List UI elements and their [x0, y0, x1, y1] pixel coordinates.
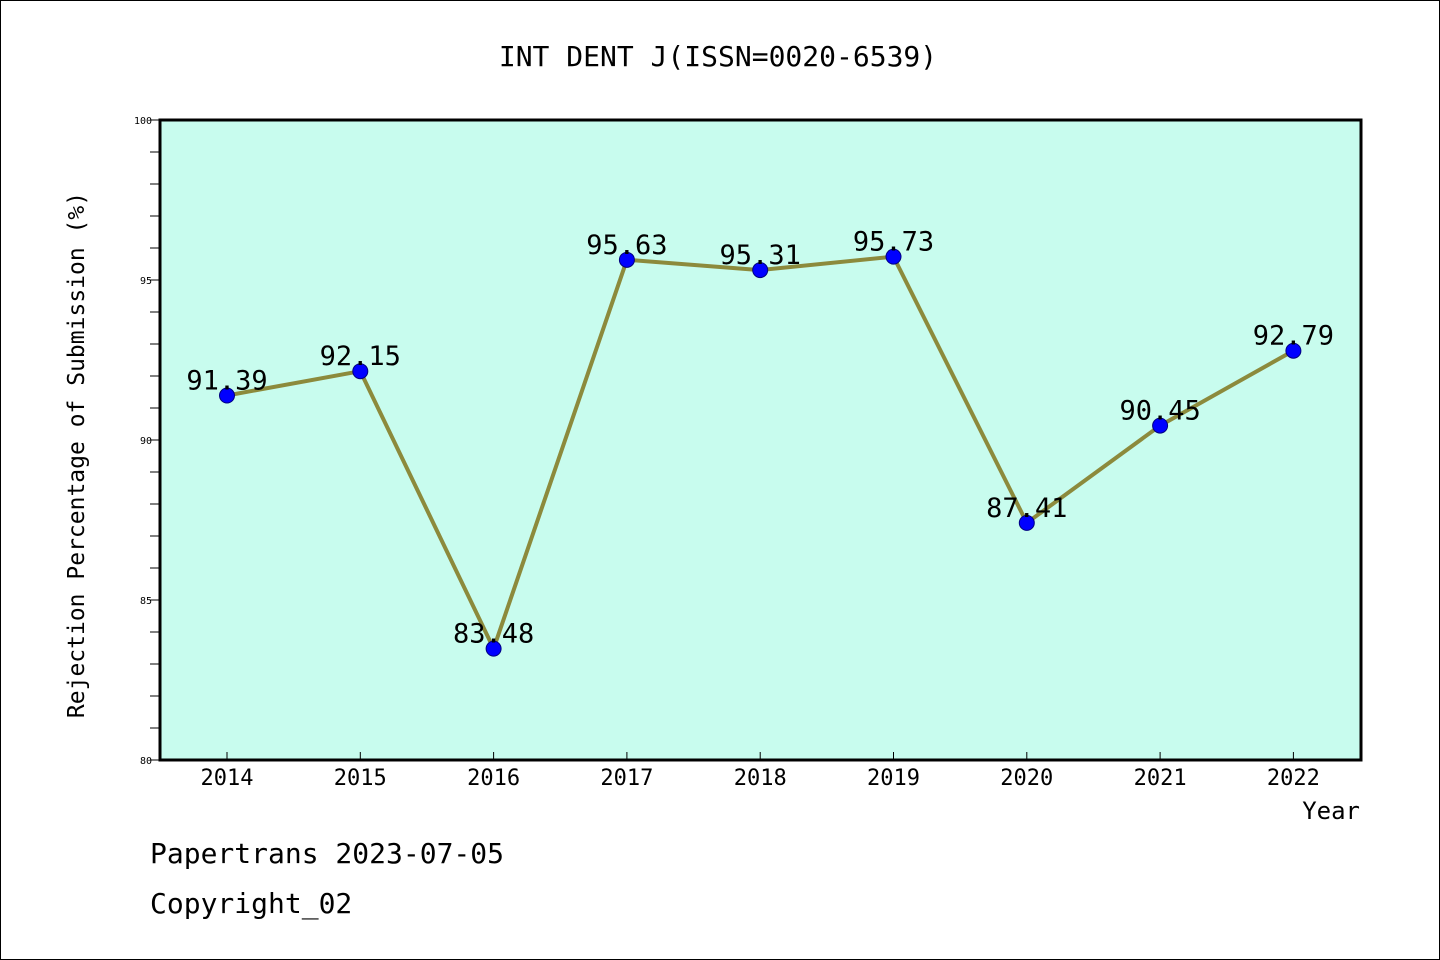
data-label: 83.48	[453, 619, 534, 650]
data-label: 90.45	[1119, 396, 1200, 427]
x-axis-ticks: 2014 2015 2016 2017 2018 2019 2020 2021 2022	[201, 752, 1320, 791]
data-point	[352, 363, 369, 380]
data-label: 95.73	[853, 227, 934, 258]
data-point	[1152, 417, 1169, 434]
y-axis-label: Rejection Percentage of Submission (%)	[64, 192, 90, 718]
plot-area	[158, 118, 1363, 762]
data-label: 87.41	[986, 493, 1067, 524]
footer-date-text: Papertrans 2023-07-05	[150, 837, 504, 870]
data-label: 92.79	[1253, 321, 1334, 352]
data-point	[752, 262, 769, 279]
chart-title: INT DENT J(ISSN=0020-6539)	[499, 40, 937, 73]
data-point	[219, 387, 235, 404]
data-markers	[219, 248, 1302, 657]
y-tick-label: 90	[140, 436, 152, 447]
footer-copyright-text: Copyright_02	[150, 887, 352, 921]
y-tick-label: 80	[140, 756, 152, 767]
data-point	[485, 640, 502, 657]
x-tick-label: 2019	[867, 766, 920, 791]
x-tick-label: 2021	[1134, 766, 1187, 791]
data-label: 95.63	[586, 230, 667, 261]
y-tick-label: 100	[134, 116, 152, 127]
data-point	[1285, 342, 1302, 359]
y-axis-ticks: 80 85 90 95 100	[134, 116, 160, 767]
x-tick-label: 2020	[1000, 766, 1053, 791]
data-labels: 91.39 92.15 83.48 95.63 95.31 95.73 87.41 90.45…	[186, 227, 1334, 650]
data-point	[1018, 514, 1035, 531]
x-tick-label: 2022	[1267, 766, 1320, 791]
x-tick-label: 2014	[201, 766, 254, 791]
data-label: 95.31	[720, 240, 801, 271]
x-tick-label: 2016	[467, 766, 520, 791]
x-axis-label: Year	[1302, 797, 1360, 825]
data-label: 92.15	[320, 341, 401, 372]
data-point	[885, 248, 902, 265]
x-tick-label: 2017	[600, 766, 653, 791]
x-tick-label: 2015	[334, 766, 387, 791]
y-tick-label: 95	[140, 276, 152, 287]
y-tick-label: 85	[140, 596, 152, 607]
data-point	[618, 251, 635, 268]
x-tick-label: 2018	[734, 766, 787, 791]
data-label: 91.39	[186, 366, 267, 397]
